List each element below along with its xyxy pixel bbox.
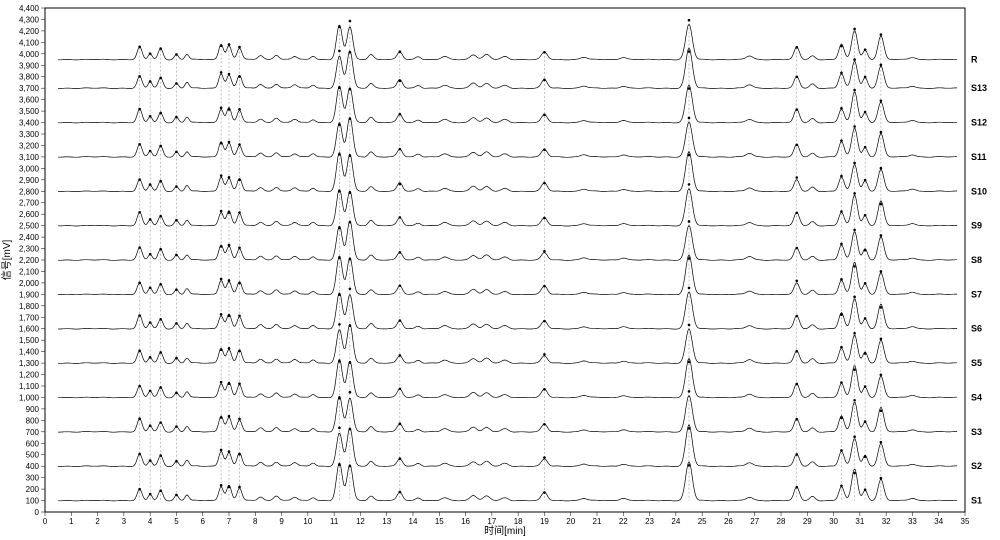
svg-text:3,500: 3,500 [19,107,40,116]
svg-text:20: 20 [566,517,575,526]
svg-text:34: 34 [934,517,943,526]
svg-text:600: 600 [26,439,40,448]
chromatogram-chart: 0123456789101112131415161718192021222324… [0,0,1000,540]
svg-text:2,100: 2,100 [19,267,40,276]
svg-text:10: 10 [303,517,312,526]
svg-text:23: 23 [645,517,654,526]
svg-text:500: 500 [26,451,40,460]
svg-text:19: 19 [540,517,549,526]
trace-label-S8: S8 [971,255,982,265]
trace-label-S7: S7 [971,289,982,299]
svg-text:32: 32 [882,517,891,526]
svg-text:0: 0 [43,517,48,526]
svg-text:11: 11 [330,517,339,526]
svg-text:1,900: 1,900 [19,290,40,299]
svg-text:1: 1 [69,517,74,526]
svg-text:14: 14 [409,517,418,526]
svg-text:1,400: 1,400 [19,348,40,357]
svg-text:17: 17 [487,517,496,526]
svg-text:1,100: 1,100 [19,382,40,391]
trace-label-S3: S3 [971,427,982,437]
trace-label-R: R [971,55,978,65]
trace-label-S9: S9 [971,221,982,231]
svg-text:27: 27 [750,517,759,526]
svg-text:25: 25 [698,517,707,526]
trace-label-S13: S13 [971,83,987,93]
svg-text:35: 35 [961,517,970,526]
svg-text:100: 100 [26,497,40,506]
svg-text:16: 16 [461,517,470,526]
svg-text:9: 9 [279,517,284,526]
svg-text:7: 7 [227,517,232,526]
svg-text:2,400: 2,400 [19,233,40,242]
svg-text:13: 13 [382,517,391,526]
svg-text:2: 2 [95,517,100,526]
x-axis-label: 时间[min] [484,524,526,537]
svg-text:200: 200 [26,485,40,494]
svg-text:700: 700 [26,428,40,437]
svg-text:3,200: 3,200 [19,141,40,150]
trace-label-S10: S10 [971,186,987,196]
svg-text:5: 5 [174,517,179,526]
svg-text:1,300: 1,300 [19,359,40,368]
svg-text:800: 800 [26,416,40,425]
svg-text:15: 15 [435,517,444,526]
svg-text:4,200: 4,200 [19,27,40,36]
svg-text:0: 0 [35,508,40,517]
svg-text:1,700: 1,700 [19,313,40,322]
svg-text:900: 900 [26,405,40,414]
svg-text:4,100: 4,100 [19,38,40,47]
svg-text:29: 29 [803,517,812,526]
svg-text:2,200: 2,200 [19,256,40,265]
svg-text:3,100: 3,100 [19,153,40,162]
trace-label-S2: S2 [971,461,982,471]
svg-text:1,200: 1,200 [19,371,40,380]
svg-text:12: 12 [356,517,365,526]
svg-text:4: 4 [148,517,153,526]
svg-text:4,300: 4,300 [19,15,40,24]
trace-label-S11: S11 [971,152,987,162]
svg-text:3,300: 3,300 [19,130,40,139]
svg-text:21: 21 [593,517,602,526]
svg-text:4,400: 4,400 [19,4,40,13]
trace-label-S12: S12 [971,118,987,128]
svg-text:8: 8 [253,517,258,526]
trace-label-S4: S4 [971,392,982,402]
svg-text:3,800: 3,800 [19,73,40,82]
svg-text:22: 22 [619,517,628,526]
svg-text:30: 30 [829,517,838,526]
svg-text:2,300: 2,300 [19,245,40,254]
svg-text:1,800: 1,800 [19,302,40,311]
svg-text:300: 300 [26,474,40,483]
svg-text:3: 3 [122,517,127,526]
trace-label-S1: S1 [971,496,982,506]
svg-text:3,600: 3,600 [19,96,40,105]
chart-svg: 0123456789101112131415161718192021222324… [0,0,1000,540]
svg-text:2,900: 2,900 [19,176,40,185]
svg-text:6: 6 [200,517,205,526]
svg-text:3,700: 3,700 [19,84,40,93]
trace-label-S6: S6 [971,324,982,334]
svg-text:2,000: 2,000 [19,279,40,288]
svg-text:2,800: 2,800 [19,187,40,196]
svg-text:3,900: 3,900 [19,61,40,70]
trace-label-S5: S5 [971,358,982,368]
svg-text:18: 18 [514,517,523,526]
svg-text:33: 33 [908,517,917,526]
svg-text:2,500: 2,500 [19,222,40,231]
y-axis-label: 信号[mV] [1,240,13,281]
svg-text:3,000: 3,000 [19,164,40,173]
svg-text:28: 28 [777,517,786,526]
svg-text:26: 26 [724,517,733,526]
svg-text:3,400: 3,400 [19,119,40,128]
svg-text:2,600: 2,600 [19,210,40,219]
svg-text:4,000: 4,000 [19,50,40,59]
svg-text:1,500: 1,500 [19,336,40,345]
svg-text:31: 31 [855,517,864,526]
svg-text:2,700: 2,700 [19,199,40,208]
svg-text:1,000: 1,000 [19,393,40,402]
svg-text:400: 400 [26,462,40,471]
svg-text:24: 24 [671,517,680,526]
svg-text:1,600: 1,600 [19,325,40,334]
